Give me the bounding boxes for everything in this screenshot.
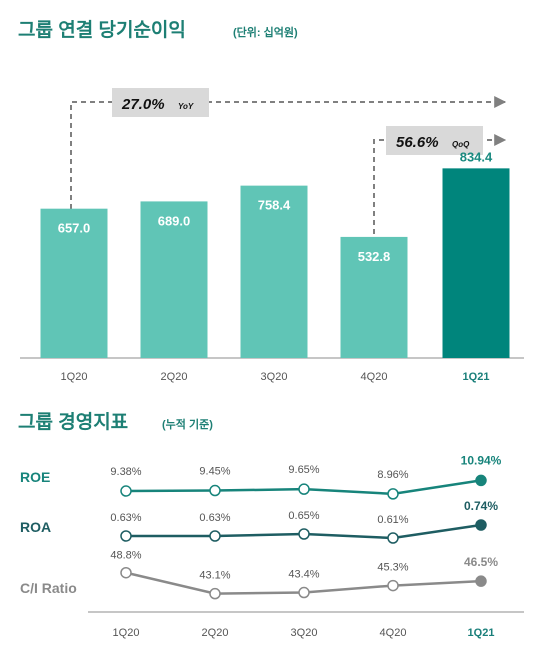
series-point <box>298 483 310 495</box>
point-value-label: 43.4% <box>288 569 319 581</box>
series-roa: ROA 0.63% 0.63% 0.65% 0.61% 0.74% <box>20 499 498 544</box>
series-name-label: ROE <box>20 469 50 485</box>
point-value-label: 10.94% <box>461 453 502 467</box>
indicators-unit: (누적 기준) <box>162 417 213 431</box>
series-name-label: ROA <box>20 519 51 535</box>
bar-category-label: 4Q20 <box>361 371 388 383</box>
bar-2Q20 <box>140 201 208 358</box>
bar-value-label: 657.0 <box>58 221 91 236</box>
line-category-label: 2Q20 <box>202 627 229 639</box>
series-ciratio: C/I Ratio 48.8% 43.1% 43.4% 45.3% 46.5% <box>20 550 498 600</box>
line-category-label: 1Q21 <box>468 627 495 639</box>
bar-value-label: 834.4 <box>460 149 493 164</box>
point-value-label: 0.65% <box>288 510 319 522</box>
qoq-value: 56.6% <box>396 134 439 151</box>
point-value-label: 0.74% <box>464 499 498 513</box>
series-point <box>120 530 132 542</box>
point-value-label: 45.3% <box>377 562 408 574</box>
point-value-label: 46.5% <box>464 555 498 569</box>
series-point <box>387 579 399 592</box>
point-value-label: 8.96% <box>377 469 408 481</box>
qoq-annotation: 56.6% QoQ <box>373 126 507 243</box>
series-name-label: C/I Ratio <box>20 580 77 596</box>
bar-category-label: 1Q21 <box>463 371 490 383</box>
line-category-label: 4Q20 <box>380 627 407 639</box>
point-value-label: 48.8% <box>110 550 141 562</box>
net-income-bar-chart: 657.0 1Q20 689.0 2Q20 758.4 3Q20 532.8 4Q20 834.… <box>20 149 524 383</box>
line-category-label: 3Q20 <box>291 627 318 639</box>
point-value-label: 0.63% <box>199 512 230 524</box>
bar-value-label: 532.8 <box>358 249 391 264</box>
indicators-title: 그룹 경영지표 <box>18 411 128 433</box>
qoq-suffix: QoQ <box>452 140 470 149</box>
point-value-label: 0.63% <box>110 512 141 524</box>
point-value-label: 43.1% <box>199 570 230 582</box>
series-point <box>298 528 310 540</box>
series-point <box>298 586 310 599</box>
line-category-label: 1Q20 <box>113 627 140 639</box>
series-point <box>387 488 399 500</box>
yoy-value: 27.0% <box>121 96 165 113</box>
yoy-suffix: YoY <box>178 102 194 111</box>
point-value-label: 9.45% <box>199 466 230 478</box>
bar-value-label: 758.4 <box>258 198 291 213</box>
bar-3Q20 <box>240 185 308 358</box>
bar-category-label: 1Q20 <box>61 371 88 383</box>
series-point <box>120 485 132 497</box>
series-point <box>387 532 399 544</box>
series-point <box>475 519 487 531</box>
point-value-label: 9.65% <box>288 464 319 476</box>
series-point <box>209 587 221 600</box>
net-income-unit: (단위: 십억원) <box>233 25 298 39</box>
bar-1Q21 <box>442 168 510 358</box>
series-roe: ROE 9.38% 9.45% 9.65% 8.96% 10.94% <box>20 453 502 500</box>
indicators-line-chart: ROE 9.38% 9.45% 9.65% 8.96% 10.94% ROA 0.63% 0.6… <box>20 453 524 639</box>
bar-value-label: 689.0 <box>158 213 191 228</box>
bar-1Q20 <box>40 208 108 358</box>
series-point <box>209 530 221 542</box>
series-point <box>475 575 487 587</box>
bar-category-label: 3Q20 <box>261 371 288 383</box>
bar-4Q20 <box>340 236 408 358</box>
series-point <box>120 566 132 579</box>
net-income-title: 그룹 연결 당기순이익 <box>18 19 186 41</box>
point-value-label: 0.61% <box>377 514 408 526</box>
series-point <box>475 474 487 487</box>
bar-category-label: 2Q20 <box>161 371 188 383</box>
yoy-annotation: 27.0% YoY <box>70 88 507 218</box>
point-value-label: 9.38% <box>110 466 141 478</box>
series-point <box>209 484 221 497</box>
